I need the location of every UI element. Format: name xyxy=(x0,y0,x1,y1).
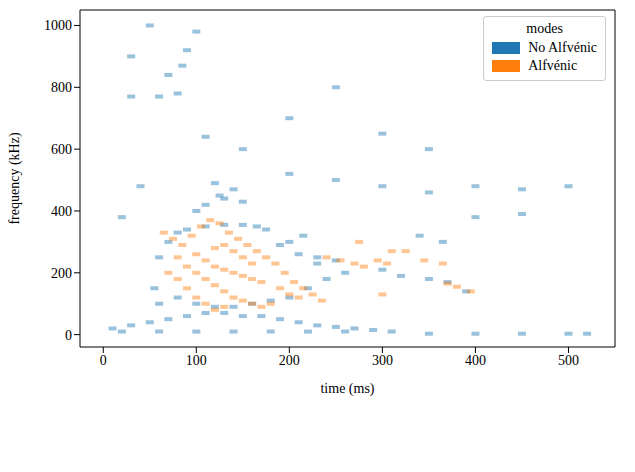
html-text:Alfvénic: Alfvénic xyxy=(528,58,578,73)
svg-text:0: 0 xyxy=(100,353,107,368)
svg-text:frequency (kHz): frequency (kHz) xyxy=(7,132,23,224)
svg-text:400: 400 xyxy=(465,353,486,368)
svg-text:1000: 1000 xyxy=(44,18,72,33)
html-text:modes: modes xyxy=(526,21,563,36)
svg-text:200: 200 xyxy=(279,353,300,368)
svg-text:0: 0 xyxy=(65,328,72,343)
svg-text:300: 300 xyxy=(372,353,393,368)
html-text:No Alfvénic: No Alfvénic xyxy=(528,40,597,55)
svg-text:600: 600 xyxy=(51,142,72,157)
svg-text:time (ms): time (ms) xyxy=(320,381,374,397)
svg-text:200: 200 xyxy=(51,266,72,281)
svg-text:100: 100 xyxy=(186,353,207,368)
svg-text:500: 500 xyxy=(558,353,579,368)
svg-text:400: 400 xyxy=(51,204,72,219)
svg-text:800: 800 xyxy=(51,80,72,95)
